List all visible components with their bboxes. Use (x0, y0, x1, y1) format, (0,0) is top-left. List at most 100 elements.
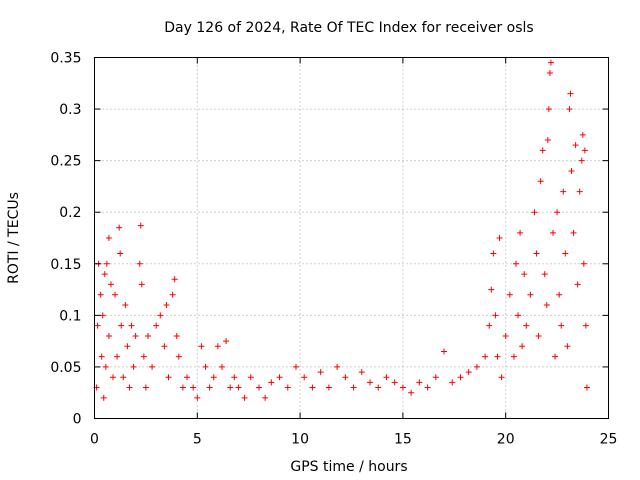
data-point (490, 250, 497, 257)
x-tick-label: 25 (600, 432, 618, 448)
data-point (441, 348, 448, 355)
data-point (517, 229, 524, 236)
data-point (98, 353, 105, 360)
data-point (408, 389, 415, 396)
y-tick-label: 0.3 (59, 102, 81, 118)
data-point (268, 379, 275, 386)
data-point (124, 343, 131, 350)
data-point (161, 343, 168, 350)
data-point (317, 369, 324, 376)
data-point (169, 291, 176, 298)
data-point (512, 260, 519, 267)
data-point (194, 394, 201, 401)
data-point (488, 286, 495, 293)
data-point (527, 291, 534, 298)
data-point (432, 374, 439, 381)
x-tick-label: 20 (497, 432, 515, 448)
data-point (120, 374, 127, 381)
data-point (465, 369, 472, 376)
y-tick-label: 0.25 (50, 154, 81, 170)
data-point (375, 384, 382, 391)
data-point (110, 374, 117, 381)
data-point (190, 384, 197, 391)
data-point (582, 322, 589, 329)
data-point (262, 394, 269, 401)
data-point (510, 353, 517, 360)
x-axis-label: GPS time / hours (290, 459, 407, 475)
data-point (535, 332, 542, 339)
data-point (107, 281, 114, 288)
data-point (202, 363, 209, 370)
data-point (175, 353, 182, 360)
data-point (140, 353, 147, 360)
x-tick-label: 15 (394, 432, 412, 448)
data-point (576, 188, 583, 195)
data-point (173, 332, 180, 339)
data-point (457, 374, 464, 381)
data-point (572, 142, 579, 149)
data-point (486, 322, 493, 329)
data-point (367, 379, 374, 386)
data-point (138, 281, 145, 288)
data-point (350, 384, 357, 391)
data-point (556, 291, 563, 298)
x-tick-label: 0 (90, 432, 99, 448)
data-point (391, 379, 398, 386)
y-tick-label: 0.35 (50, 51, 81, 67)
data-point (574, 281, 581, 288)
data-point (537, 178, 544, 185)
data-point (539, 147, 546, 154)
data-point (100, 394, 107, 401)
data-point (558, 322, 565, 329)
data-point (358, 369, 365, 376)
data-point (97, 291, 104, 298)
data-point (570, 229, 577, 236)
data-point (112, 291, 119, 298)
data-point (578, 157, 585, 164)
data-point (149, 363, 156, 370)
data-point (564, 343, 571, 350)
gridlines (94, 57, 609, 419)
data-point (206, 384, 213, 391)
data-point (543, 302, 550, 309)
data-point (301, 374, 308, 381)
data-point (136, 260, 143, 267)
data-point (533, 250, 540, 257)
data-point (541, 271, 548, 278)
data-point (547, 59, 554, 66)
data-point (214, 343, 221, 350)
data-point (334, 363, 341, 370)
data-point (292, 363, 299, 370)
y-tick-label: 0.15 (50, 257, 81, 273)
data-point (284, 384, 291, 391)
data-point (449, 379, 456, 386)
data-point (482, 353, 489, 360)
chart-title: Day 126 of 2024, Rate Of TEC Index for r… (164, 20, 533, 36)
data-point (276, 374, 283, 381)
data-point (552, 353, 559, 360)
data-point (549, 229, 556, 236)
data-point (163, 302, 170, 309)
data-point (103, 260, 110, 267)
data-point (198, 343, 205, 350)
data-point (165, 374, 172, 381)
y-tick-label: 0.2 (59, 205, 81, 221)
data-point (105, 235, 112, 241)
data-point (560, 188, 567, 195)
x-tick-label: 10 (291, 432, 309, 448)
tick-labels: 0 0.05 0.1 0.15 0.2 0.25 0.3 0.35 0 5 10 15 20 25 (50, 51, 617, 448)
data-point (94, 322, 101, 329)
data-point (515, 312, 522, 319)
axis-ticks (94, 57, 609, 419)
data-point (492, 312, 499, 319)
data-point (223, 338, 230, 345)
data-point (399, 384, 406, 391)
data-point (122, 302, 129, 309)
y-tick-label: 0.05 (50, 360, 81, 376)
data-point (218, 363, 225, 370)
plot-frame (94, 57, 609, 419)
data-point (157, 312, 164, 319)
data-point (498, 374, 505, 381)
